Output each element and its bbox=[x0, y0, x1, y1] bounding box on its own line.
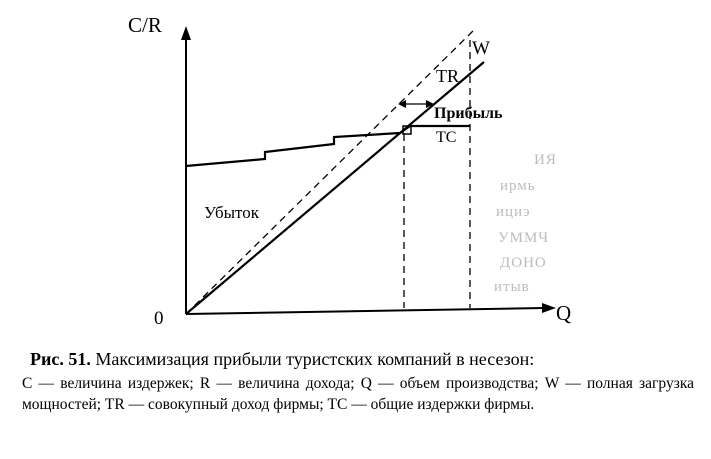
axis-x-label: Q bbox=[556, 301, 571, 325]
ghost-text-6: итыв bbox=[494, 279, 530, 295]
caption-legend: С — величина издержек; R — величина дохо… bbox=[22, 375, 694, 413]
tr-line bbox=[185, 61, 485, 315]
w-label: W bbox=[472, 38, 490, 59]
caption-title: Рис. 51. Максимизация прибыли туристских… bbox=[30, 348, 694, 371]
origin-label: 0 bbox=[154, 308, 164, 329]
profit-label: Прибыль bbox=[434, 105, 503, 122]
ghost-text-5: ДОНО bbox=[500, 255, 547, 271]
y-axis-arrow bbox=[181, 26, 191, 40]
economics-diagram: C/R Q 0 W TR Прибыль TC Убыток ИЯ ирмь и… bbox=[128, 13, 571, 329]
ghost-text-3: ициэ bbox=[496, 204, 531, 220]
figure-caption: Рис. 51. Максимизация прибыли туристских… bbox=[22, 348, 694, 415]
w-dashed-line bbox=[185, 27, 477, 315]
profit-arrow-right-head bbox=[426, 100, 434, 108]
axis-y-label: C/R bbox=[128, 13, 162, 37]
ghost-text-1: ИЯ bbox=[534, 152, 557, 168]
x-axis bbox=[185, 307, 545, 315]
caption-number: Рис. 51. bbox=[30, 349, 91, 369]
x-axis-arrow bbox=[542, 303, 556, 313]
tr-label: TR bbox=[436, 66, 459, 86]
profit-arrow-left-head bbox=[398, 100, 406, 108]
diagram-canvas: C/R Q 0 W TR Прибыль TC Убыток bbox=[128, 13, 571, 329]
caption-title-text: Максимизация прибыли туристских компаний… bbox=[95, 349, 535, 369]
ghost-text-2: ирмь bbox=[500, 178, 536, 194]
loss-label: Убыток bbox=[204, 203, 260, 222]
tc-line bbox=[185, 124, 470, 168]
tc-label: TC bbox=[436, 129, 456, 146]
ghost-text-4: УММЧ bbox=[498, 230, 550, 246]
intersection-marker bbox=[402, 125, 412, 135]
